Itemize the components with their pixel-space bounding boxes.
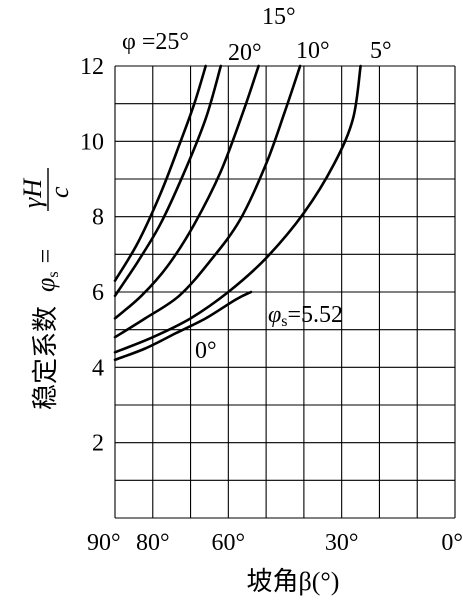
curve-series-3 bbox=[113, 64, 302, 339]
curve-label-25: φ =25° bbox=[122, 29, 189, 55]
y-axis-title: 稳定系数 φs= γH c bbox=[18, 168, 74, 410]
curve-series-4 bbox=[113, 64, 362, 354]
x-tick-label: 30° bbox=[325, 530, 359, 556]
y-tick-label: 12 bbox=[80, 54, 104, 80]
y-tick-label: 2 bbox=[92, 431, 104, 457]
curve-series-5 bbox=[113, 290, 253, 362]
x-tick-labels: 90° 80° 60° 30° 0° bbox=[87, 530, 463, 556]
curve-label-15: 15° bbox=[262, 4, 296, 30]
y-tick-label: 10 bbox=[80, 129, 104, 155]
y-tick-label: 8 bbox=[92, 205, 104, 231]
svg-text:稳定系数: 稳定系数 bbox=[31, 306, 60, 410]
curve-label-10: 10° bbox=[296, 38, 330, 64]
x-tick-label: 0° bbox=[441, 530, 463, 556]
x-tick-label: 90° bbox=[87, 530, 121, 556]
svg-text:c: c bbox=[45, 186, 74, 198]
x-tick-label: 60° bbox=[212, 530, 246, 556]
svg-text:φs=: φs= bbox=[31, 249, 62, 292]
y-tick-label: 6 bbox=[92, 280, 104, 306]
curves bbox=[113, 64, 362, 362]
curve-label-0: 0° bbox=[195, 338, 217, 364]
x-tick-label: 80° bbox=[136, 530, 170, 556]
curve-label-5: 5° bbox=[370, 38, 392, 64]
curve-label-20: 20° bbox=[228, 40, 262, 66]
curve-series-2 bbox=[113, 64, 260, 320]
curve-series-1 bbox=[113, 64, 223, 298]
y-tick-labels: 2 4 6 8 10 12 bbox=[80, 54, 104, 457]
grid bbox=[114, 65, 456, 519]
curve-series-0 bbox=[113, 64, 207, 282]
x-axis-title: 坡角β(°) bbox=[247, 567, 340, 596]
y-tick-label: 4 bbox=[92, 355, 104, 381]
phi-s-annotation: φs=5.52 bbox=[268, 302, 343, 330]
svg-text:γH: γH bbox=[18, 178, 47, 208]
